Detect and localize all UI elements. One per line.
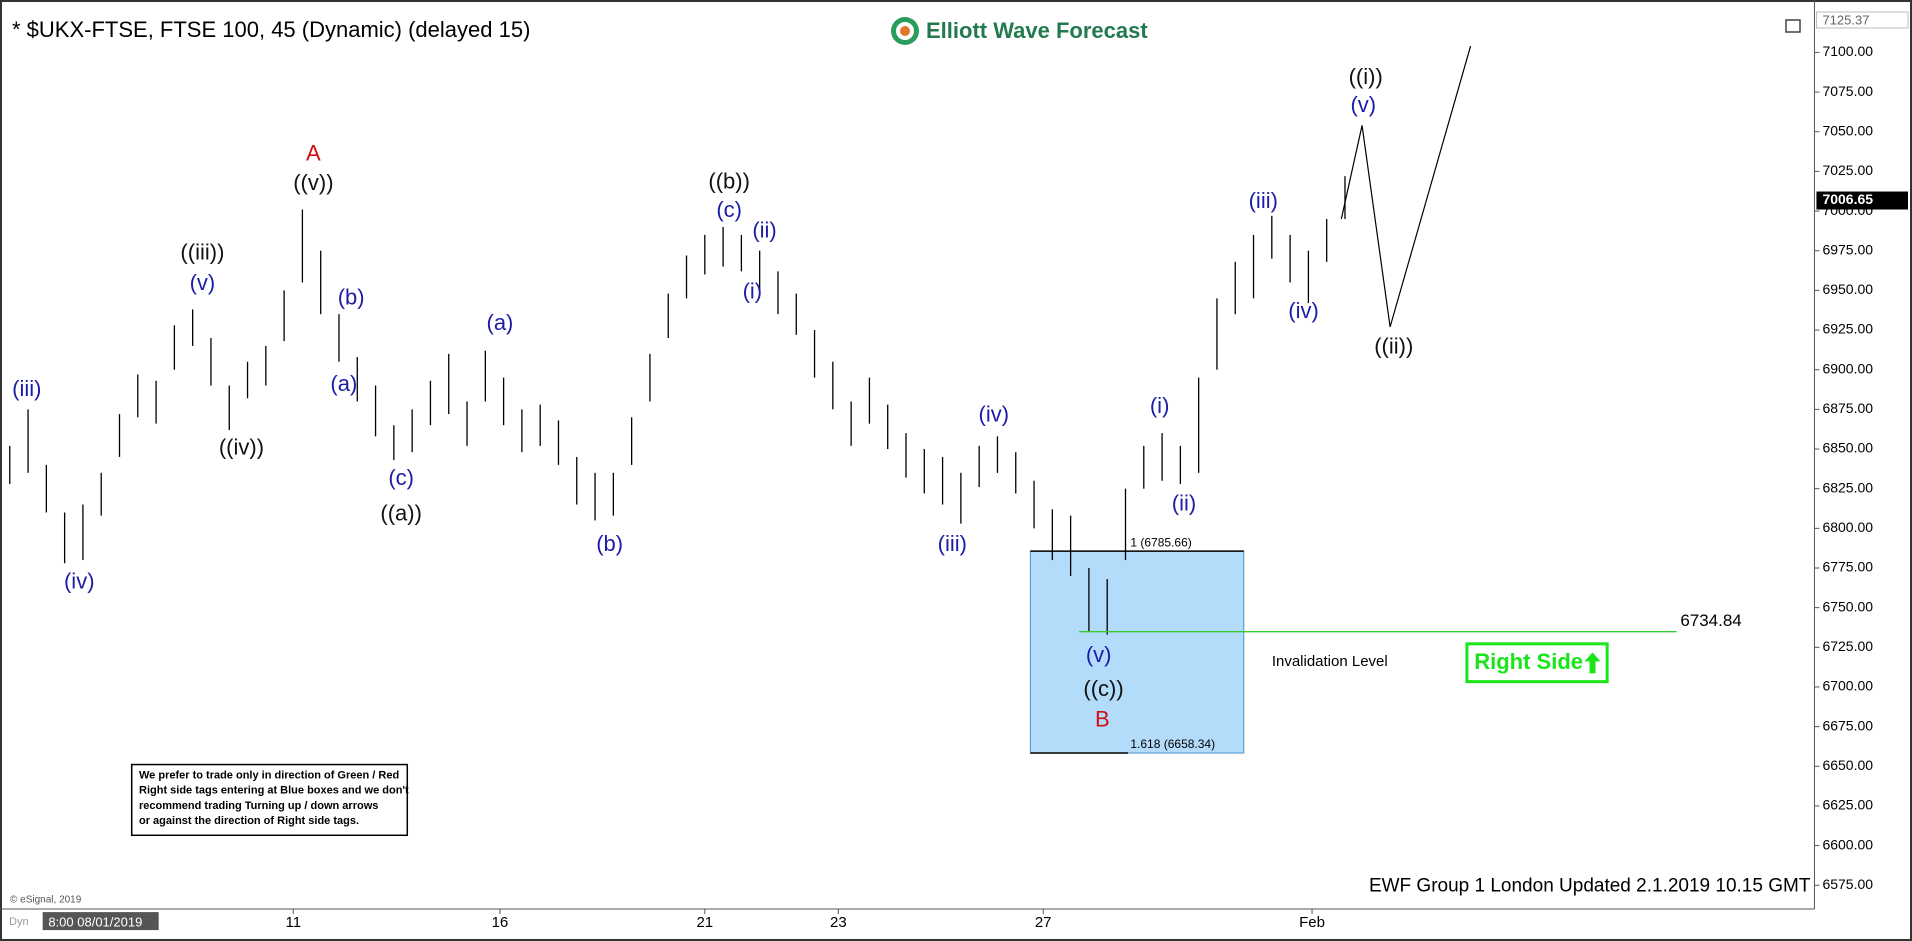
y-tick-label: 6775.00 xyxy=(1822,559,1873,575)
wave-label: ((ii)) xyxy=(1374,333,1413,358)
y-tick-label: 6575.00 xyxy=(1822,876,1873,892)
y-tick-label: 6875.00 xyxy=(1822,400,1873,416)
start-label-box xyxy=(42,912,159,931)
y-tick-label: 6750.00 xyxy=(1822,598,1873,614)
y-tick-label: 6925.00 xyxy=(1822,321,1873,337)
wave-label: (c) xyxy=(716,197,742,222)
wave-label: ((c)) xyxy=(1083,676,1123,701)
wave-label: (i) xyxy=(1150,393,1170,418)
wave-label: (iii) xyxy=(12,376,41,401)
wave-label: (iv) xyxy=(64,569,95,594)
wave-label: ((b)) xyxy=(708,169,750,194)
y-axis-top-box xyxy=(1815,11,1909,29)
right-side-text: Right Side xyxy=(1474,649,1583,674)
x-tick-label: 23 xyxy=(830,914,847,931)
logo-text: Elliott Wave Forecast xyxy=(926,18,1148,43)
y-tick-label: 6600.00 xyxy=(1822,836,1873,852)
fib-box xyxy=(1029,550,1245,754)
y-tick-label: 6800.00 xyxy=(1822,519,1873,535)
x-tick-label: 16 xyxy=(492,914,509,931)
right-side-tag xyxy=(1465,642,1609,684)
fib-level-label: 1.618 (6658.34) xyxy=(1130,737,1215,751)
wave-label: (ii) xyxy=(752,217,776,242)
y-tick-label: 6900.00 xyxy=(1822,360,1873,376)
wave-label: (b) xyxy=(596,531,623,556)
invalidation-value: 6734.84 xyxy=(1680,611,1741,630)
logo-icon xyxy=(900,26,910,36)
window-icon[interactable] xyxy=(1785,19,1801,33)
wave-label: (ii) xyxy=(1172,491,1196,516)
start-label: 8:00 08/01/2019 xyxy=(48,915,142,930)
wave-label: (b) xyxy=(338,285,365,310)
x-tick-label: 11 xyxy=(285,914,301,931)
wave-label: (iii) xyxy=(938,531,967,556)
chart-title: * $UKX-FTSE, FTSE 100, 45 (Dynamic) (del… xyxy=(12,17,530,42)
y-tick-label: 7075.00 xyxy=(1822,83,1873,99)
wave-label: (a) xyxy=(487,310,514,335)
copyright: © eSignal, 2019 xyxy=(10,895,82,906)
x-tick-label: 27 xyxy=(1035,914,1052,931)
y-tick-label: 6825.00 xyxy=(1822,479,1873,495)
disclaimer-box xyxy=(130,763,409,837)
wave-label: ((i)) xyxy=(1349,64,1383,89)
x-tick-label: 21 xyxy=(696,914,713,931)
wave-label: (iv) xyxy=(979,402,1010,427)
wave-label: (iv) xyxy=(1288,298,1319,323)
wave-label: (c) xyxy=(388,465,414,490)
right-side-arrow xyxy=(1584,652,1601,674)
y-axis-top-label: 7125.37 xyxy=(1822,12,1869,27)
y-tick-label: 6850.00 xyxy=(1822,440,1873,456)
disclaimer-line: recommend trading Turning up / down arro… xyxy=(139,800,378,812)
y-tick-label: 6700.00 xyxy=(1822,678,1873,694)
y-tick-label: 6725.00 xyxy=(1822,638,1873,654)
wave-label: (a) xyxy=(330,371,357,396)
wave-label: ((v)) xyxy=(293,170,333,195)
wave-label: (v) xyxy=(1086,642,1112,667)
wave-label: ((iii)) xyxy=(180,239,224,264)
wave-label: (iii) xyxy=(1249,188,1278,213)
wave-label: ((iv)) xyxy=(219,435,264,460)
y-tick-label: 6625.00 xyxy=(1822,797,1873,813)
y-tick-label: 7025.00 xyxy=(1822,162,1873,178)
wave-label: A xyxy=(306,141,321,166)
y-tick-label: 6675.00 xyxy=(1822,717,1873,733)
logo: Elliott Wave Forecast xyxy=(891,17,1148,45)
footer: EWF Group 1 London Updated 2.1.2019 10.1… xyxy=(1369,876,1811,897)
y-tick-label: 6975.00 xyxy=(1822,241,1873,257)
fib-level-label: 1 (6785.66) xyxy=(1130,535,1191,549)
disclaimer-line: Right side tags entering at Blue boxes a… xyxy=(139,785,409,797)
wave-label: (v) xyxy=(190,270,216,295)
invalidation-text: Invalidation Level xyxy=(1272,653,1388,670)
mode-label: Dyn xyxy=(9,916,29,928)
wave-label: (v) xyxy=(1350,92,1376,117)
y-tick-label: 7050.00 xyxy=(1822,122,1873,138)
y-tick-label: 6950.00 xyxy=(1822,281,1873,297)
last-price-label: 7006.65 xyxy=(1822,191,1873,207)
wave-label: B xyxy=(1095,706,1110,731)
projection-line xyxy=(1340,45,1472,328)
y-tick-label: 7100.00 xyxy=(1822,43,1873,59)
last-price-tag xyxy=(1816,191,1908,210)
wave-label: ((a)) xyxy=(380,500,422,525)
disclaimer-line: or against the direction of Right side t… xyxy=(139,815,359,827)
wave-label: (i) xyxy=(743,278,763,303)
y-tick-label: 6650.00 xyxy=(1822,757,1873,773)
disclaimer-line: We prefer to trade only in direction of … xyxy=(139,769,399,781)
x-tick-label: Feb xyxy=(1299,914,1325,931)
